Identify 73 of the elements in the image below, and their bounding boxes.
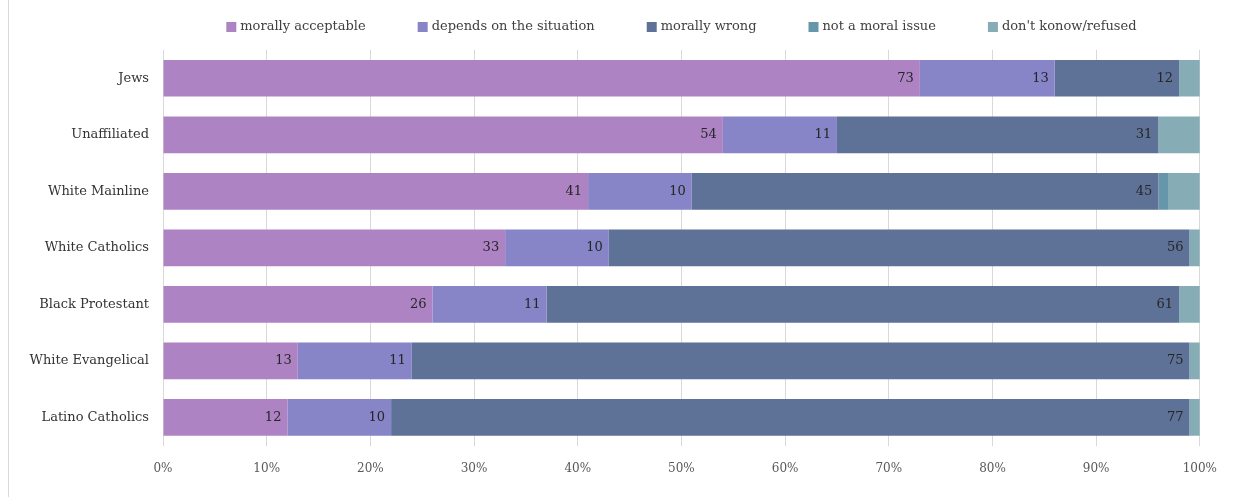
data-label: 41 <box>565 182 583 198</box>
x-tick-label: 10% <box>253 460 281 475</box>
bar <box>1158 172 1169 210</box>
bar <box>391 398 1190 436</box>
bar <box>287 398 392 436</box>
bar <box>722 116 837 154</box>
data-label: 45 <box>1135 182 1153 198</box>
bar <box>163 398 288 436</box>
data-label: 11 <box>814 126 831 142</box>
data-label: 26 <box>410 295 427 311</box>
bar <box>163 59 920 97</box>
bar <box>411 342 1190 380</box>
bar <box>1168 172 1200 210</box>
bar <box>546 285 1180 323</box>
bar <box>691 172 1159 210</box>
bar <box>608 229 1190 267</box>
data-label: 56 <box>1166 239 1184 255</box>
y-tick-label: Jews <box>116 69 149 85</box>
data-label: 31 <box>1135 126 1153 142</box>
data-label: 11 <box>389 352 406 368</box>
bar <box>432 285 547 323</box>
y-tick-label: White Mainline <box>48 182 150 198</box>
bar <box>163 172 589 210</box>
bar <box>297 342 412 380</box>
bar <box>163 116 723 154</box>
data-label: 13 <box>275 352 292 368</box>
y-tick-label: Unaffiliated <box>71 126 149 142</box>
data-label: 33 <box>482 239 500 255</box>
y-tick-label: Latino Catholics <box>41 408 149 424</box>
data-label: 12 <box>1156 69 1174 85</box>
bar <box>163 285 433 323</box>
data-label: 77 <box>1166 408 1184 424</box>
bar <box>1054 59 1180 97</box>
x-tick-label: 30% <box>460 460 488 475</box>
data-label: 75 <box>1166 352 1184 368</box>
x-tick-label: 70% <box>875 460 903 475</box>
legend-label: not a moral issue <box>822 18 937 34</box>
data-label: 11 <box>524 295 541 311</box>
data-label: 13 <box>1032 69 1049 85</box>
bar <box>1179 285 1200 323</box>
y-tick-label: Black Protestant <box>39 295 150 311</box>
x-tick-label: 90% <box>1082 460 1110 475</box>
bar <box>919 59 1055 97</box>
x-tick-label: 20% <box>357 460 384 475</box>
y-tick-label: White Evangelical <box>29 352 149 368</box>
x-tick-label: 40% <box>564 460 592 475</box>
y-tick-label: White Catholics <box>44 239 149 255</box>
x-tick-label: 60% <box>771 460 799 475</box>
bar <box>1158 116 1200 154</box>
data-label: 10 <box>368 408 386 424</box>
bar <box>1189 342 1200 380</box>
legend-label: depends on the situation <box>431 18 596 34</box>
bar <box>836 116 1159 154</box>
bar <box>588 172 692 210</box>
x-tick-label: 80% <box>979 460 1006 475</box>
data-label: 61 <box>1156 295 1174 311</box>
data-label: 54 <box>700 126 717 142</box>
bar <box>505 229 609 267</box>
data-label: 12 <box>264 408 282 424</box>
x-tick-label: 50% <box>668 460 695 475</box>
bar <box>1179 59 1200 97</box>
bar <box>1189 398 1200 436</box>
legend-label: don't konow/refused <box>1001 18 1137 34</box>
x-tick-label: 0% <box>153 460 173 475</box>
bar <box>163 229 506 267</box>
legend-label: morally acceptable <box>240 18 366 34</box>
data-label: 10 <box>586 239 603 255</box>
legend-label: morally wrong <box>660 18 757 34</box>
x-tick-label: 100% <box>1182 460 1217 475</box>
bar <box>163 342 298 380</box>
data-label: 10 <box>669 182 686 198</box>
data-label: 73 <box>897 69 914 85</box>
bar <box>1189 229 1200 267</box>
